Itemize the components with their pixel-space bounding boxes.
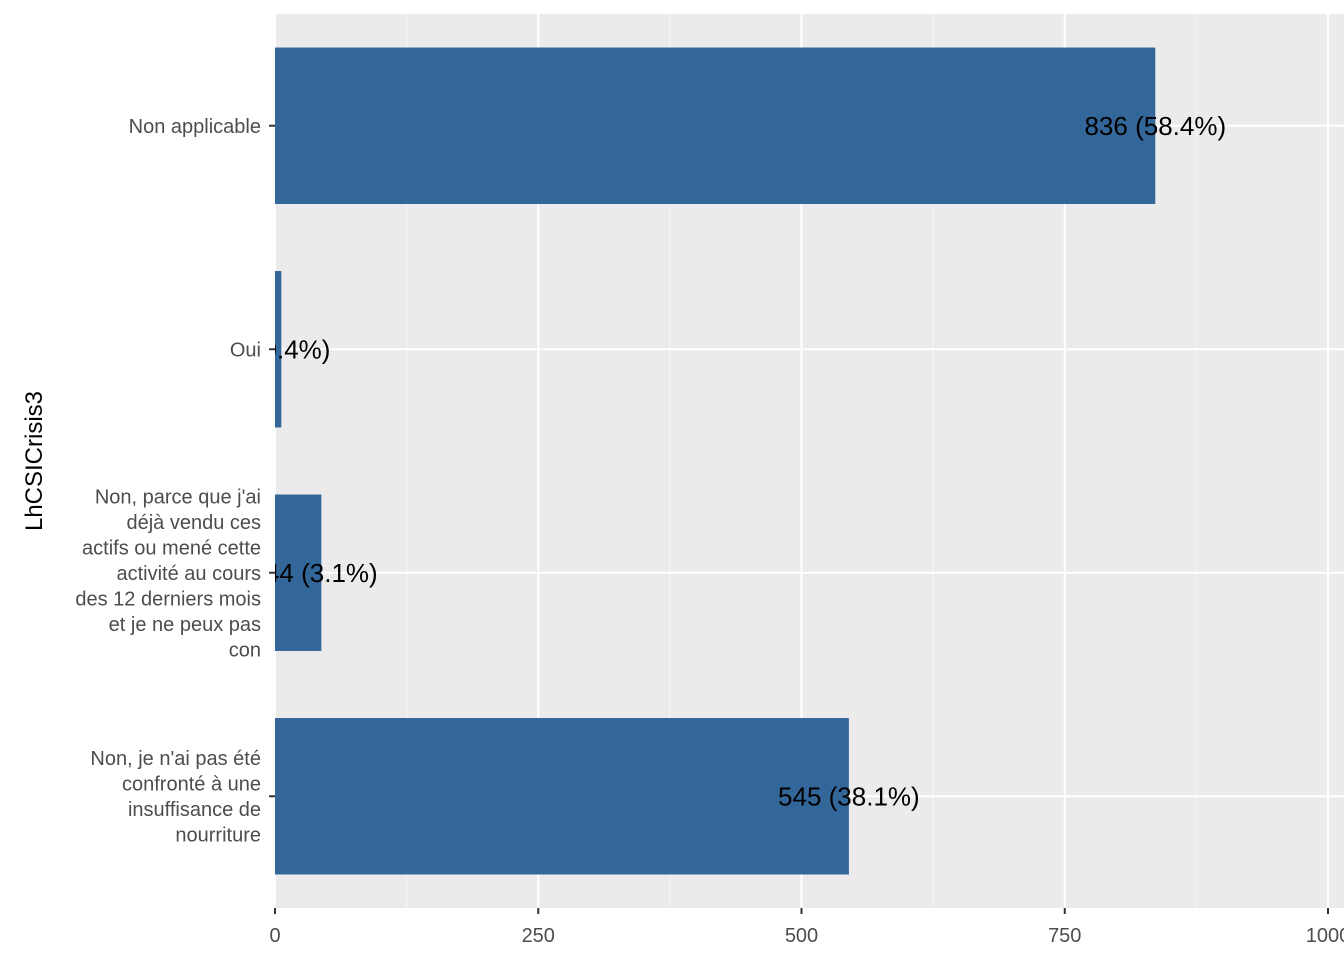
bar — [275, 47, 1156, 204]
y-tick-label: nourriture — [175, 825, 261, 847]
y-tick-label: activité au cours — [116, 563, 261, 585]
y-tick-label: insuffisance de — [128, 799, 261, 821]
data-label: 545 (38.1%) — [778, 781, 920, 811]
x-tick-label: 500 — [785, 925, 818, 947]
x-tick-label: 750 — [1048, 925, 1081, 947]
data-label: 44 (3.1%) — [265, 558, 378, 588]
y-tick-label: des 12 derniers mois — [75, 588, 261, 610]
bar — [275, 718, 849, 875]
y-tick-label: Non, parce que j'ai — [95, 486, 261, 508]
x-tick-label: 1000 — [1306, 925, 1344, 947]
x-axis: 0 250 500 750 1000 — [269, 908, 1344, 947]
y-tick-label: et je ne peux pas — [109, 614, 261, 636]
y-tick-label: actifs ou mené cette — [82, 537, 261, 559]
y-tick-label: confronté à une — [122, 774, 261, 796]
y-axis-title: LhCSICrisis3 — [21, 391, 48, 531]
y-tick-label: Non applicable — [129, 116, 261, 138]
data-label: 836 (58.4%) — [1084, 111, 1226, 141]
y-tick-label: Oui — [230, 339, 261, 361]
bars — [275, 47, 1156, 875]
data-labels: 836 (58.4%) 6 (0.4%) 44 (3.1%) 545 (38.1%) — [232, 111, 1226, 812]
x-tick-label: 0 — [269, 925, 280, 947]
y-tick-label: déjà vendu ces — [126, 512, 261, 534]
x-tick-label: 250 — [522, 925, 555, 947]
bar — [275, 271, 282, 428]
data-label: 6 (0.4%) — [232, 334, 330, 364]
y-tick-label: Non, je n'ai pas été — [90, 748, 261, 770]
bar — [275, 494, 322, 651]
y-axis: Non applicable Oui Non, parce que j'ai déjà… — [75, 116, 275, 847]
y-tick-label: con — [229, 639, 261, 661]
